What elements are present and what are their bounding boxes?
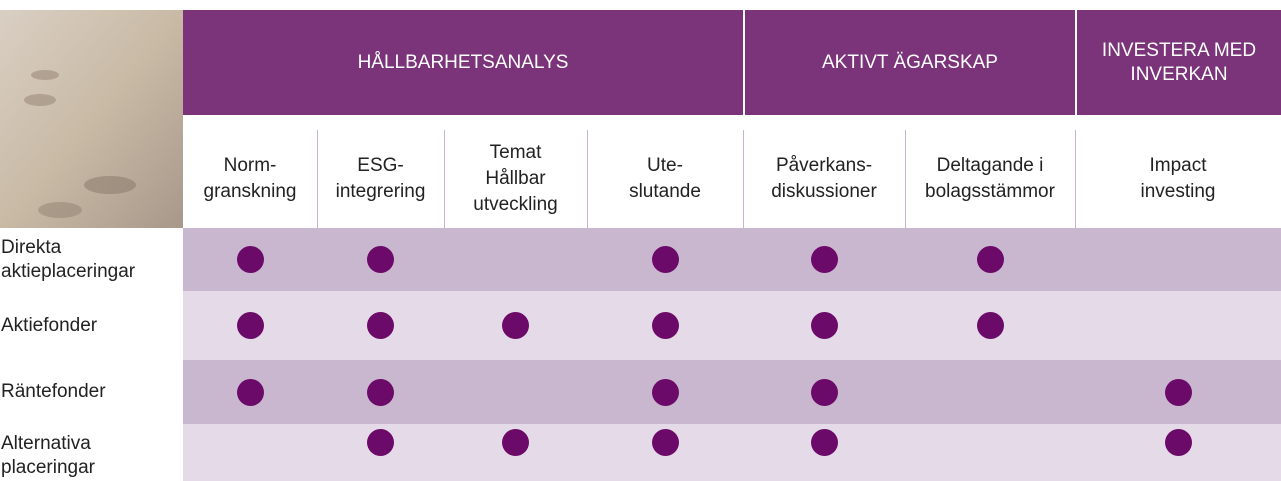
dot	[367, 378, 394, 406]
text-line: Norm-	[223, 155, 277, 176]
text-line: Temat	[489, 142, 542, 163]
text-line: Deltagande i	[936, 155, 1044, 176]
dot	[810, 428, 838, 456]
dot	[651, 312, 679, 339]
text-line: bolagsstämmor	[925, 181, 1055, 202]
text-line: INVERKAN	[1130, 63, 1228, 85]
row-label: Alternativa placeringar	[1, 433, 95, 478]
dot	[810, 312, 838, 339]
text-line: investing	[1140, 181, 1216, 202]
column-separator	[444, 130, 445, 228]
text-line: utveckling	[473, 194, 558, 215]
row-band	[183, 291, 1281, 360]
row-band	[183, 424, 1281, 481]
text-line: diskussioner	[771, 181, 877, 202]
dot	[651, 378, 679, 406]
group-header: AKTIVT ÄGARSKAP	[743, 10, 1075, 115]
column-header: Impact investing	[1075, 130, 1281, 228]
dot	[367, 428, 394, 456]
column-separator	[587, 130, 588, 228]
column-separator	[317, 130, 318, 228]
group-header: INVESTERA MED INVERKAN	[1075, 10, 1281, 115]
dot	[810, 378, 838, 406]
row-label: Direkta aktieplaceringar	[1, 236, 136, 282]
column-separator	[905, 130, 906, 228]
text-line: ESG-	[357, 155, 404, 176]
column-header: Deltagande i bolagsstämmor	[905, 130, 1075, 228]
row-label: Aktiefonder	[1, 314, 98, 336]
row-band	[183, 360, 1281, 424]
dot	[502, 312, 529, 339]
dot	[367, 312, 394, 339]
sand-image	[0, 10, 183, 228]
column-header: ESG-integrering	[317, 130, 444, 228]
text-line: Impact	[1149, 155, 1207, 176]
column-separator	[743, 130, 744, 228]
column-header: Temat Hållbar utveckling	[444, 130, 587, 228]
dot	[976, 312, 1004, 339]
group-header: HÅLLBARHETSANALYS	[183, 10, 743, 115]
text-line: Påverkans-	[775, 155, 873, 176]
row-band	[183, 228, 1281, 291]
dot	[367, 246, 394, 273]
column-header: Ute-slutande	[587, 130, 743, 228]
text-line: slutande	[629, 181, 701, 202]
dot	[236, 378, 264, 406]
text-line: AKTIVT ÄGARSKAP	[822, 51, 998, 73]
text-line: HÅLLBARHETSANALYS	[357, 51, 569, 73]
dot	[236, 246, 264, 273]
dot	[236, 312, 264, 339]
text-line: INVESTERA MED	[1101, 39, 1257, 61]
row-label: Räntefonder	[1, 381, 106, 402]
dot	[976, 246, 1004, 273]
column-header: Påverkans-diskussioner	[743, 130, 905, 228]
text-line: granskning	[203, 181, 297, 202]
dot	[810, 246, 838, 273]
text-line: integrering	[335, 181, 426, 202]
dot	[651, 428, 679, 456]
dot	[651, 246, 679, 273]
column-separator	[1075, 130, 1076, 228]
dot	[502, 428, 529, 456]
text-line: Ute-	[647, 155, 683, 176]
dot	[1164, 378, 1192, 406]
dot	[1164, 428, 1192, 456]
text-line: Hållbar	[485, 168, 546, 189]
column-header: Norm-granskning	[183, 130, 317, 228]
